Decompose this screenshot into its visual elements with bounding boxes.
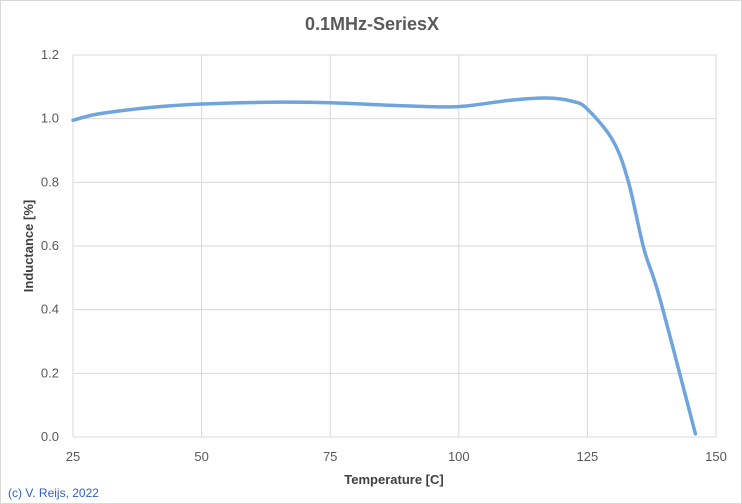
x-tick-label: 100 bbox=[448, 449, 470, 464]
y-axis-label: Inductance [%] bbox=[21, 200, 36, 292]
series-line bbox=[71, 96, 698, 436]
gridlines bbox=[72, 54, 717, 438]
y-tick-label: 0.0 bbox=[41, 429, 59, 444]
y-tick-label: 0.4 bbox=[41, 302, 59, 317]
x-tick-label: 75 bbox=[323, 449, 337, 464]
x-tick-label: 125 bbox=[577, 449, 599, 464]
y-tick-label: 0.6 bbox=[41, 238, 59, 253]
y-tick-label: 0.8 bbox=[41, 174, 59, 189]
copyright-credit: (c) V. Reijs, 2022 bbox=[8, 486, 99, 500]
tick-labels: 25 50 75 100 125 150 0.0 0.2 0.4 0.6 0.8 1.0 1.2 bbox=[41, 47, 727, 464]
x-tick-label: 50 bbox=[194, 449, 208, 464]
x-tick-label: 150 bbox=[705, 449, 727, 464]
x-tick-label: 25 bbox=[66, 449, 80, 464]
chart-title: 0.1MHz-SeriesX bbox=[305, 14, 439, 34]
x-axis-label: Temperature [C] bbox=[344, 472, 443, 487]
y-tick-label: 0.2 bbox=[41, 365, 59, 380]
y-tick-label: 1.0 bbox=[41, 111, 59, 126]
y-tick-label: 1.2 bbox=[41, 47, 59, 62]
